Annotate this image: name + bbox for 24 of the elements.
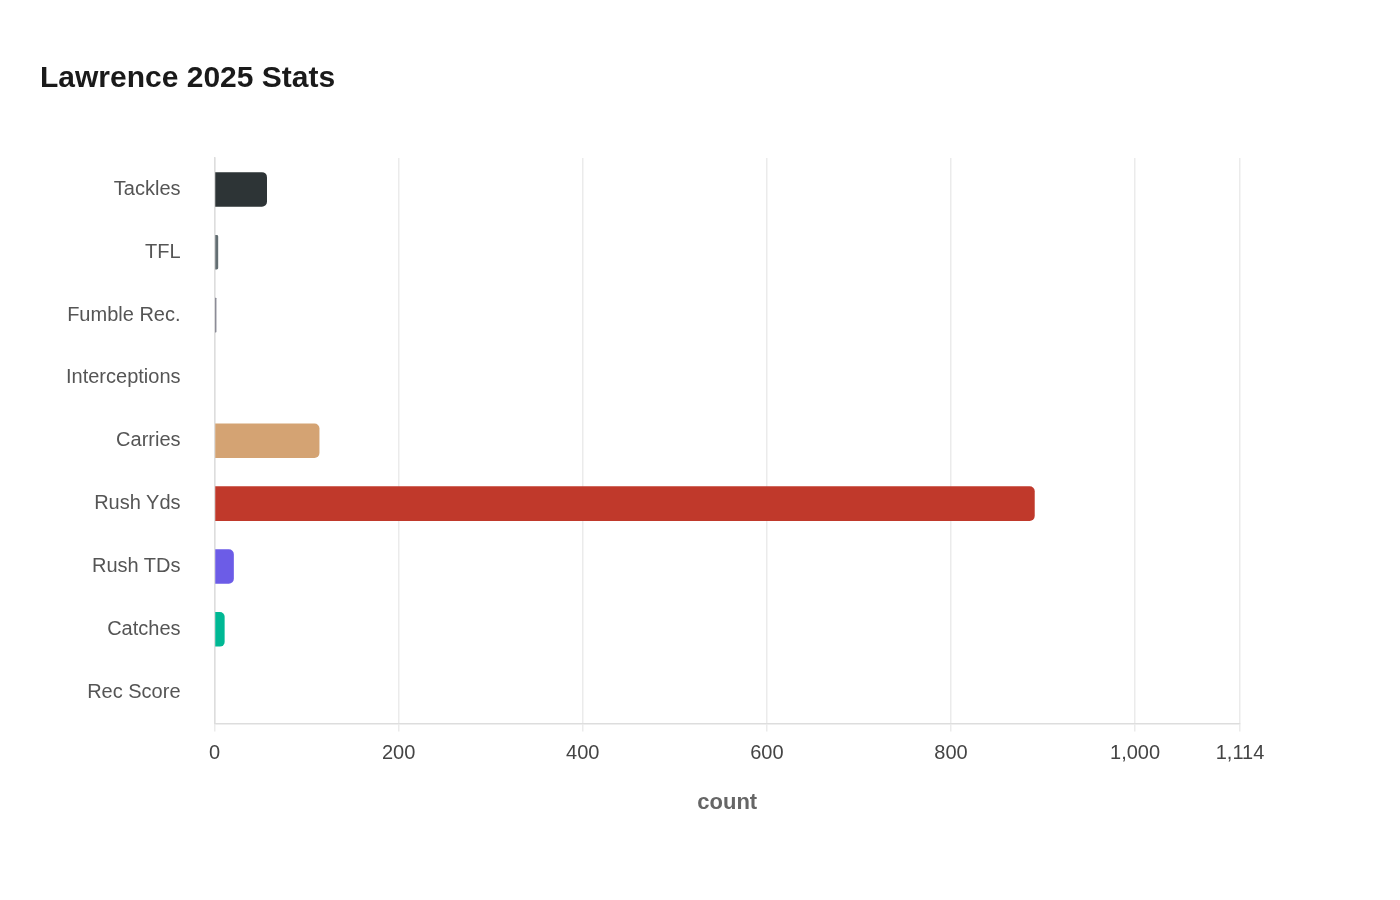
x-tick-label: 400 (566, 741, 600, 764)
y-tick-label: TFL (144, 239, 181, 262)
y-tick-label: Fumble Rec. (67, 302, 181, 325)
y-tick-label: Rec Score (87, 679, 181, 702)
x-tick-label: 200 (381, 741, 416, 764)
bar (215, 612, 225, 647)
bar (215, 234, 219, 270)
x-tick-label: 600 (750, 741, 784, 764)
x-tick-label: 1,114 (1215, 741, 1265, 764)
bar (215, 172, 267, 207)
y-tick-label: Rush TDs (91, 554, 181, 576)
x-tick-label: 0 (208, 741, 221, 764)
y-tick-label: Tackles (113, 176, 181, 199)
y-tick-label: Catches (107, 616, 181, 639)
bar (215, 423, 320, 459)
chart-title: Lawrence 2025 Stats (40, 60, 336, 94)
y-tick-label: Interceptions (66, 365, 181, 388)
x-tick-label: 800 (934, 741, 968, 764)
bar (215, 549, 234, 584)
bar (215, 486, 1035, 521)
y-tick-label: Rush Yds (94, 491, 181, 514)
x-axis-title: count (697, 788, 758, 814)
y-tick-label: Carries (116, 428, 181, 451)
x-tick-label: 1,000 (1110, 741, 1161, 764)
